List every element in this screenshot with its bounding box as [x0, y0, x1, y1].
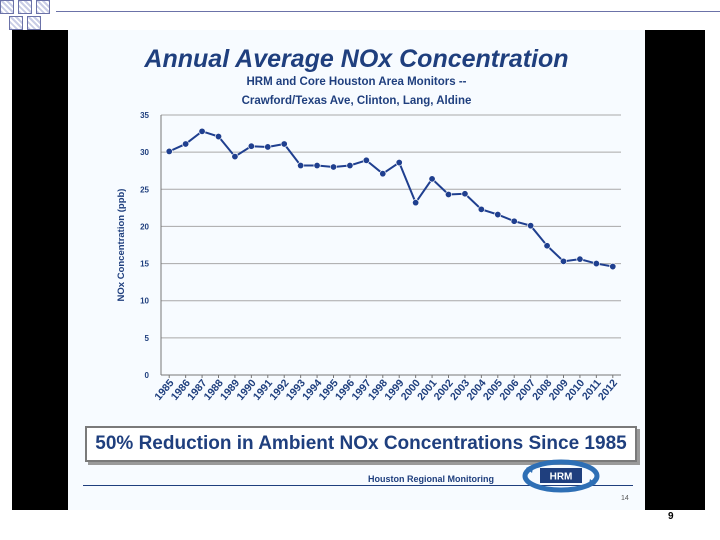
- y-tick-label: 10: [140, 297, 149, 306]
- data-point: [477, 205, 485, 213]
- deco-square: [9, 16, 23, 30]
- page-number: 9: [668, 511, 674, 522]
- data-point: [412, 199, 420, 207]
- data-point: [198, 127, 206, 135]
- chart-subtitle-line-1: HRM and Core Houston Area Monitors --: [246, 76, 467, 88]
- data-point: [494, 211, 502, 219]
- data-point: [313, 162, 321, 170]
- footer-rule: [83, 485, 633, 486]
- y-tick-label: 35: [140, 111, 149, 120]
- deco-square: [0, 0, 14, 14]
- data-point: [346, 162, 354, 170]
- data-point: [362, 156, 370, 164]
- logo-text: HRM: [550, 472, 573, 483]
- data-point: [247, 142, 255, 150]
- data-point: [231, 153, 239, 161]
- data-point: [576, 255, 584, 263]
- deco-square: [27, 16, 41, 30]
- decorative-squares: [0, 0, 720, 34]
- y-tick-label: 25: [140, 185, 149, 194]
- deco-square: [36, 0, 50, 14]
- data-point: [609, 263, 617, 271]
- y-tick-label: 0: [145, 371, 150, 380]
- y-tick-label: 5: [145, 334, 150, 343]
- top-rule: [56, 11, 720, 12]
- y-tick-label: 20: [140, 222, 149, 231]
- data-point: [182, 140, 190, 148]
- hrm-logo-icon: HRM: [522, 459, 600, 493]
- series-line: [168, 130, 613, 268]
- data-point: [329, 163, 337, 171]
- data-point: [379, 170, 387, 178]
- reduction-banner: 50% Reduction in Ambient NOx Concentrati…: [85, 426, 637, 462]
- data-point: [215, 133, 223, 141]
- data-point: [165, 147, 173, 155]
- data-point: [543, 242, 551, 250]
- chart-subtitle-line-2: Crawford/Texas Ave, Clinton, Lang, Aldin…: [241, 95, 472, 107]
- slide-number: 14: [621, 495, 629, 502]
- data-point: [559, 257, 567, 265]
- x-tick-label: 2012: [596, 377, 620, 403]
- org-name: Houston Regional Monitoring: [368, 474, 494, 484]
- data-point: [461, 190, 469, 198]
- data-point: [395, 159, 403, 167]
- data-point: [280, 140, 288, 148]
- data-point: [264, 143, 272, 151]
- data-point: [444, 190, 452, 198]
- y-tick-label: 30: [140, 148, 149, 157]
- data-point: [510, 217, 518, 225]
- data-point: [592, 260, 600, 268]
- y-tick-label: 15: [140, 260, 149, 269]
- slide: Annual Average NOx Concentration HRM and…: [68, 30, 645, 510]
- data-point: [297, 162, 305, 170]
- data-point: [527, 222, 535, 230]
- y-axis-label: NOx Concentration (ppb): [116, 189, 127, 302]
- data-point: [428, 175, 436, 183]
- deco-square: [18, 0, 32, 14]
- chart-title: Annual Average NOx Concentration: [144, 45, 569, 73]
